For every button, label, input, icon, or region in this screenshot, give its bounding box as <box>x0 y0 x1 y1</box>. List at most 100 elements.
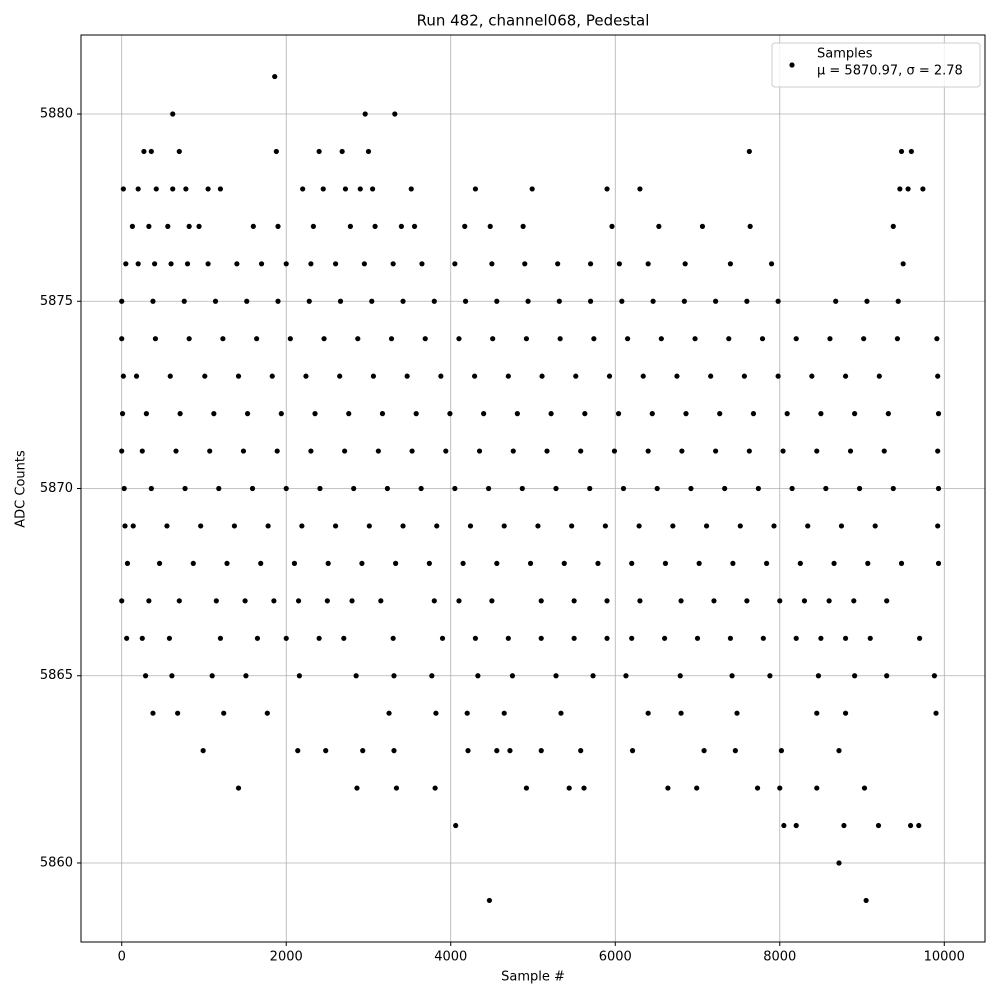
chart-title: Run 482, channel068, Pedestal <box>417 12 650 30</box>
point <box>177 411 183 417</box>
point <box>205 261 211 267</box>
point <box>295 748 301 754</box>
point <box>836 748 842 754</box>
point <box>122 523 128 529</box>
point <box>325 560 331 566</box>
point <box>472 186 479 192</box>
point <box>852 411 858 417</box>
point <box>393 785 400 791</box>
legend-note: μ = 5870.97, σ = 2.78 <box>817 64 963 79</box>
point <box>384 485 391 492</box>
point <box>501 710 507 716</box>
x-tick-label: 10000 <box>924 950 965 965</box>
point <box>561 560 567 566</box>
point <box>755 485 761 492</box>
point <box>793 822 799 829</box>
point <box>898 560 905 566</box>
point <box>935 373 941 379</box>
point <box>391 673 397 679</box>
point <box>182 485 188 492</box>
point <box>166 635 173 641</box>
point <box>342 186 349 192</box>
point <box>254 635 261 641</box>
point <box>234 261 240 267</box>
point <box>303 373 309 379</box>
point <box>935 448 941 454</box>
point <box>764 560 770 566</box>
point <box>505 373 511 379</box>
point <box>609 223 615 229</box>
point <box>119 598 125 604</box>
point <box>587 298 594 304</box>
point <box>462 223 468 229</box>
point <box>645 261 651 267</box>
point <box>935 560 942 566</box>
point <box>734 710 740 716</box>
point <box>606 373 613 379</box>
point <box>711 598 717 604</box>
point <box>505 635 511 641</box>
point <box>173 448 179 454</box>
point <box>645 448 651 454</box>
point <box>431 298 437 304</box>
point <box>558 710 564 716</box>
point <box>908 148 914 155</box>
point <box>339 148 345 155</box>
point <box>342 448 348 454</box>
point <box>287 336 293 342</box>
point <box>278 411 284 417</box>
point <box>310 223 316 229</box>
point <box>249 485 256 492</box>
point <box>920 186 926 192</box>
point <box>548 411 554 417</box>
point <box>369 298 375 304</box>
point <box>135 261 141 267</box>
point <box>527 560 534 566</box>
point <box>181 298 187 304</box>
point <box>419 261 425 267</box>
point <box>677 673 683 679</box>
point <box>907 822 914 829</box>
point <box>759 336 766 342</box>
point <box>148 485 154 492</box>
point <box>447 411 453 417</box>
point <box>931 673 938 679</box>
point <box>202 373 208 379</box>
point <box>119 298 125 304</box>
point <box>510 448 516 454</box>
point <box>726 336 732 342</box>
point <box>176 148 182 155</box>
point <box>815 673 822 679</box>
point <box>842 710 849 716</box>
point <box>778 748 785 754</box>
point <box>917 635 923 641</box>
point <box>164 523 170 529</box>
point <box>935 523 941 529</box>
point <box>439 635 446 641</box>
point <box>153 186 159 192</box>
point <box>797 560 803 566</box>
point <box>890 223 896 229</box>
x-tick-label: 4000 <box>434 950 467 965</box>
point <box>295 598 302 604</box>
point <box>300 186 306 192</box>
y-tick-label: 5865 <box>40 668 73 683</box>
point <box>169 673 175 679</box>
point <box>933 710 939 716</box>
point <box>573 373 579 379</box>
point <box>409 448 415 454</box>
point <box>183 186 189 192</box>
point <box>130 523 136 529</box>
point <box>767 673 773 679</box>
point <box>198 523 204 529</box>
point <box>283 635 289 641</box>
point <box>523 785 530 791</box>
point <box>867 635 873 641</box>
point <box>317 485 323 492</box>
point <box>556 298 562 304</box>
point <box>916 822 922 829</box>
point <box>831 560 837 566</box>
point <box>538 748 544 754</box>
point <box>681 298 687 304</box>
point <box>452 261 458 267</box>
